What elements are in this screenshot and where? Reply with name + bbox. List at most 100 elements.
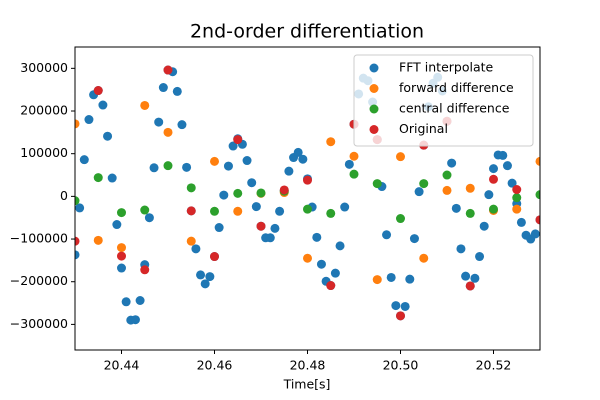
y-tick-label: 0 [60,188,68,203]
point [210,252,219,262]
point [228,141,238,151]
point [326,281,336,291]
point [242,156,252,166]
point [340,202,350,212]
point [117,208,126,218]
legend-box [353,54,534,147]
point [419,179,429,189]
point [214,223,224,233]
point [512,185,522,195]
point [186,206,196,216]
point [130,315,140,325]
point [442,185,452,195]
point [205,272,215,282]
point [326,208,336,218]
point [154,117,164,127]
point [265,233,275,243]
point [344,159,354,169]
point [93,86,103,96]
point [163,127,173,137]
point [451,203,461,213]
point [489,204,498,214]
point [372,179,382,189]
point [414,187,424,197]
point [479,221,489,231]
y-tick-label: 100000 [20,145,68,160]
point [502,161,512,171]
point [489,174,498,184]
x-tick-label: 20.50 [383,358,419,373]
point [535,215,540,225]
point [465,281,475,291]
point [84,115,94,125]
point [140,100,150,110]
x-tick-label: 20.44 [104,358,140,373]
point [349,169,359,179]
legend: FFT interpolate forward difference central… [353,54,534,147]
point [186,183,196,193]
point [303,204,312,214]
point [303,175,312,185]
point [256,221,266,231]
point [233,206,243,216]
point [223,161,233,171]
point [275,206,285,216]
point [149,163,159,173]
point [512,204,522,214]
point [177,120,187,130]
point [210,156,219,166]
point [405,274,415,284]
point [256,188,266,198]
point [461,271,471,281]
point [507,178,517,188]
y-tick-label: −300000 [10,316,68,331]
point [247,178,257,188]
x-tick-label: 20.46 [197,358,233,373]
point [484,190,494,200]
chart-title: 2nd-order differentiation [190,21,424,43]
point [330,268,340,278]
y-tick-label: −200000 [10,273,68,288]
point [298,154,308,164]
point [186,236,196,246]
legend-label: central difference [399,101,510,116]
point [251,202,261,212]
point [135,295,145,305]
x-axis-label: Time[s] [283,377,331,392]
point [396,152,405,162]
point [93,173,103,183]
point [140,205,150,215]
legend-marker [369,104,379,114]
point [93,235,103,245]
legend-label: forward difference [399,80,514,95]
point [196,270,206,280]
point [279,185,289,195]
x-tick-label: 20.52 [476,358,512,373]
point [121,297,131,307]
point [396,311,405,321]
point [163,161,173,171]
point [191,244,201,254]
point [293,147,303,157]
point [489,164,498,174]
point [140,265,150,275]
point [75,119,80,129]
point [409,234,419,244]
point [163,65,173,75]
point [75,250,80,260]
point [465,183,475,193]
point [233,188,243,198]
legend-label: Original [399,121,448,136]
axes-frame [74,46,541,351]
point [456,244,466,254]
point [419,253,429,263]
point [535,190,540,200]
point [386,272,396,282]
point [498,150,508,160]
y-tick-label: 200000 [20,103,68,118]
point [210,206,219,216]
point [200,279,210,289]
legend-marker [369,125,379,134]
point [535,156,540,166]
